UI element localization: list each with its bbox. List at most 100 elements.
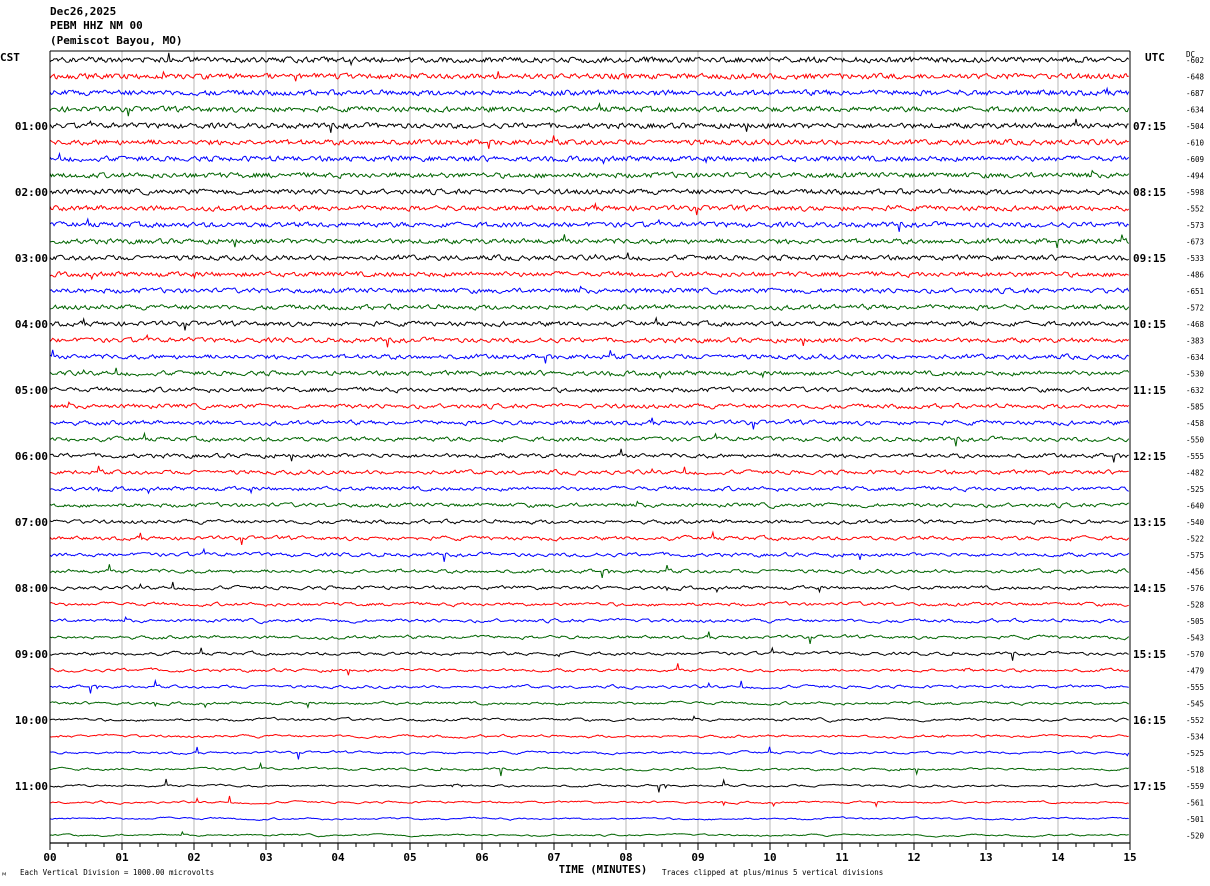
dc-offset-label: -651: [1186, 287, 1204, 296]
dc-offset-label: -501: [1186, 815, 1204, 824]
dc-offset-label: -479: [1186, 666, 1204, 675]
dc-offset-label: -518: [1186, 765, 1205, 774]
right-hour-label: 11:15: [1133, 384, 1166, 397]
plot-date: Dec26,2025: [50, 5, 117, 18]
left-hour-label: 08:00: [15, 582, 48, 595]
dc-offset-label: -534: [1186, 732, 1205, 741]
dc-offset-label: -634: [1186, 105, 1205, 114]
clip-note: Traces clipped at plus/minus 5 vertical …: [662, 868, 883, 877]
seismic-trace-12: [49, 234, 1130, 248]
dc-offset-label: -383: [1186, 336, 1204, 345]
left-hour-label: 05:00: [15, 384, 48, 397]
seismic-trace-40: [49, 700, 1129, 709]
seismic-trace-19: [49, 349, 1129, 364]
dc-offset-label: -468: [1186, 320, 1205, 329]
dc-offset-label: -530: [1186, 369, 1205, 378]
x-tick-label: 04: [331, 851, 345, 864]
x-tick-label: 03: [259, 851, 272, 864]
seismic-trace-1: [49, 52, 1130, 67]
dc-offset-label: -486: [1186, 270, 1205, 279]
dc-offset-label: -528: [1186, 600, 1205, 609]
x-tick-label: 10: [763, 851, 776, 864]
station-location: (Pemiscot Bayou, MO): [50, 34, 183, 47]
dc-offset-label: -687: [1186, 89, 1204, 98]
seismic-trace-25: [49, 448, 1129, 463]
seismic-traces: [49, 52, 1130, 838]
plot-frame: [49, 50, 1131, 850]
station-code: PEBM HHZ NM 00: [50, 19, 143, 32]
dc-offset-label: -550: [1186, 435, 1205, 444]
seismic-trace-35: [49, 616, 1129, 625]
seismic-trace-18: [49, 333, 1130, 348]
right-hour-label: 15:15: [1133, 648, 1166, 661]
seismic-trace-43: [49, 746, 1130, 760]
dc-offset-label: -520: [1186, 831, 1205, 840]
dc-offset-label: -525: [1186, 485, 1204, 494]
right-hour-label: 12:15: [1133, 450, 1166, 463]
seismic-trace-34: [49, 600, 1129, 608]
dc-header-label: DC: [1186, 50, 1195, 59]
seismic-trace-48: [49, 830, 1129, 838]
x-tick-label: 14: [1051, 851, 1065, 864]
dc-offset-label: -573: [1186, 221, 1204, 230]
x-tick-label: 00: [43, 851, 56, 864]
x-tick-label: 05: [403, 851, 416, 864]
dc-offset-label: -575: [1186, 551, 1204, 560]
seismic-trace-47: [49, 816, 1129, 822]
seismic-trace-33: [49, 581, 1129, 594]
x-tick-label: 01: [115, 851, 129, 864]
seismic-trace-24: [49, 431, 1130, 447]
dc-offset-label: -456: [1186, 567, 1205, 576]
left-hour-label: 02:00: [15, 186, 48, 199]
seismic-trace-36: [49, 631, 1130, 644]
seismic-trace-27: [49, 485, 1129, 495]
right-hour-label: 13:15: [1133, 516, 1166, 529]
dc-offset-label: -640: [1186, 501, 1205, 510]
seismic-trace-32: [49, 564, 1129, 579]
seismic-trace-7: [49, 151, 1130, 165]
x-tick-label: 02: [187, 851, 200, 864]
x-tick-label: 12: [907, 851, 920, 864]
dc-offset-label: -602: [1186, 56, 1204, 65]
seismic-trace-14: [49, 270, 1129, 281]
scale-note: Each Vertical Division = 1000.00 microvo…: [20, 868, 214, 877]
seismic-trace-3: [49, 86, 1130, 97]
right-timezone-label: UTC: [1145, 51, 1165, 64]
seismic-trace-4: [49, 102, 1130, 117]
right-hour-label: 10:15: [1133, 318, 1166, 331]
dc-offset-label: -552: [1186, 716, 1204, 725]
dc-offset-label: -555: [1186, 683, 1204, 692]
seismic-trace-5: [49, 118, 1129, 133]
dc-offset-label: -632: [1186, 386, 1204, 395]
corner-mark: ᴹ: [2, 871, 6, 880]
seismic-trace-42: [49, 733, 1129, 740]
seismic-trace-2: [49, 70, 1129, 82]
dc-offset-label: -561: [1186, 798, 1204, 807]
seismic-trace-16: [49, 303, 1130, 311]
dc-offset-label: -609: [1186, 155, 1204, 164]
dc-offset-label: -559: [1186, 782, 1204, 791]
seismic-trace-38: [49, 663, 1130, 676]
dc-offset-label: -555: [1186, 452, 1204, 461]
dc-offset-label: -610: [1186, 138, 1205, 147]
seismic-trace-6: [49, 135, 1129, 149]
dc-offset-label: -543: [1186, 633, 1204, 642]
dc-offset-label: -540: [1186, 518, 1205, 527]
dc-offset-label: -494: [1186, 171, 1205, 180]
left-hour-label: 01:00: [15, 120, 48, 133]
seismic-trace-46: [49, 795, 1129, 808]
seismic-trace-11: [49, 217, 1129, 232]
seismic-trace-21: [49, 386, 1129, 394]
seismic-trace-10: [49, 201, 1130, 216]
left-hour-label: 04:00: [15, 318, 48, 331]
dc-offset-label: -634: [1186, 353, 1205, 362]
seismic-trace-23: [49, 417, 1130, 430]
right-hour-label: 09:15: [1133, 252, 1166, 265]
left-hour-label: 03:00: [15, 252, 48, 265]
dc-offset-label: -570: [1186, 650, 1205, 659]
dc-offset-label: -522: [1186, 534, 1204, 543]
dc-offset-label: -648: [1186, 72, 1205, 81]
seismic-trace-20: [49, 367, 1130, 380]
x-tick-label: 13: [979, 851, 992, 864]
